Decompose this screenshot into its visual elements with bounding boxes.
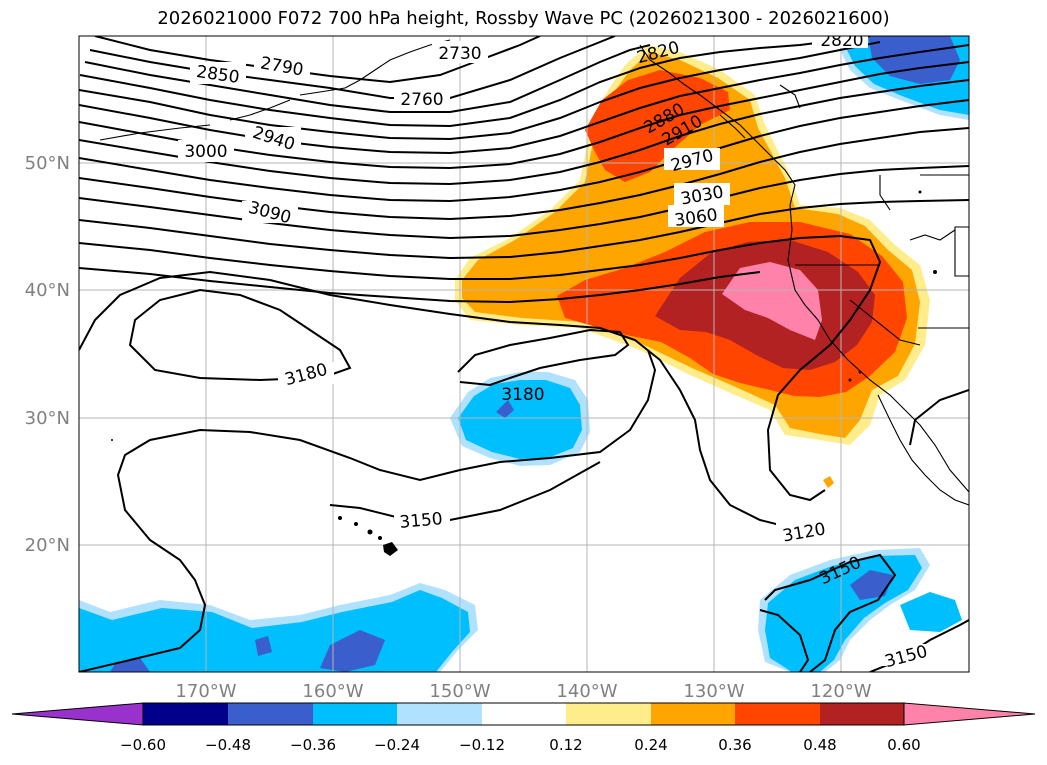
lon-label-120w: 120°W [810,681,871,702]
contour-label-3150-center: 3150 [399,509,444,533]
lat-label-40n: 40°N [25,280,70,301]
lon-label-140w: 140°W [556,681,617,702]
colorbar-tick-label: −0.48 [205,736,251,754]
colorbar-segment [143,703,228,725]
colorbar-tick-label: 0.12 [549,736,582,754]
colorbar-tick-label: −0.36 [290,736,336,754]
lat-label-30n: 30°N [25,408,70,429]
colorbar-tick-label: −0.24 [374,736,420,754]
colorbar-frame [142,702,905,726]
lon-label-150w: 150°W [429,681,490,702]
colorbar-tick-label: 0.48 [803,736,836,754]
contour-labels: 2730 2820 2790 2760 2850 2880 2910 2940 … [178,31,934,672]
map-panel: 2730 2820 2790 2760 2850 2880 2910 2940 … [79,31,969,672]
longitude-labels: 170°W 160°W 150°W 140°W 130°W 120°W [175,681,871,702]
colorbar-segment [313,703,397,725]
colorbar-tick-label: −0.12 [459,736,505,754]
islands [111,190,937,556]
latitude-labels: 50°N 40°N 30°N 20°N [25,153,70,556]
colorbar: −0.60 −0.48 −0.36 −0.24 −0.12 0.12 0.24 … [11,702,1036,754]
colorbar-segment [820,703,904,725]
map-frame [78,35,970,673]
colorbar-tick-label: 0.36 [718,736,751,754]
colorbar-segment [566,703,651,725]
map-title: 2026021000 F072 700 hPa height, Rossby W… [157,8,890,29]
contour-label-3000: 3000 [184,142,227,162]
lon-label-160w: 160°W [302,681,363,702]
colorbar-segment [397,703,482,725]
lon-label-170w: 170°W [175,681,236,702]
colorbar-tick-label: 0.24 [634,736,667,754]
colorbar-segment [228,703,313,725]
contour-label-2760: 2760 [400,90,443,110]
colorbar-segment [482,703,566,725]
colorbar-segment [735,703,820,725]
coastlines [99,39,969,506]
contour-label-3180-center: 3180 [501,385,544,405]
lat-label-50n: 50°N [25,153,70,174]
colorbar-extend-low [11,702,144,726]
colorbar-tick-label: −0.60 [120,736,166,754]
colorbar-extend-high [903,702,1036,726]
contour-label-2730: 2730 [438,44,481,64]
lat-label-20n: 20°N [25,535,70,556]
colorbar-segment [651,703,735,725]
colorbar-tick-label: 0.60 [887,736,920,754]
lon-label-130w: 130°W [683,681,744,702]
contour-label-2820-northeast: 2820 [820,31,863,51]
